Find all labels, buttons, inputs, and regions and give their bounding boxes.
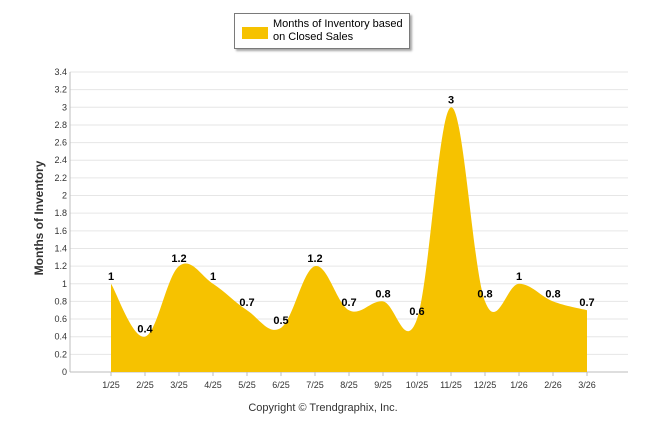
x-tick-label: 9/25	[374, 380, 392, 390]
x-tick-label: 10/25	[406, 380, 429, 390]
y-axis-label: Months of Inventory	[32, 160, 46, 275]
data-label: 1.2	[307, 253, 322, 265]
series-area	[110, 107, 588, 372]
data-label: 0.8	[545, 288, 560, 300]
legend: Months of Inventory based on Closed Sale…	[234, 13, 410, 49]
data-label: 0.7	[579, 297, 594, 309]
y-tick-label: 1.2	[54, 261, 67, 271]
data-label: 1.2	[171, 253, 186, 265]
x-tick-label: 11/25	[440, 380, 462, 390]
data-label: 0.8	[477, 288, 492, 300]
y-tick-label: 1	[62, 279, 67, 289]
x-tick-label: 7/25	[306, 380, 324, 390]
y-tick-label: 0.6	[54, 314, 67, 324]
y-tick-label: 2.4	[54, 155, 67, 165]
x-tick-label: 8/25	[340, 380, 358, 390]
y-tick-label: 3.4	[54, 67, 67, 77]
gridlines	[69, 71, 628, 373]
area-fill	[111, 107, 587, 372]
x-tick-label: 3/26	[578, 380, 596, 390]
y-tick-label: 1.4	[54, 243, 67, 253]
data-label: 0.8	[375, 288, 390, 300]
y-axis-ticks: 0 0.2 0.4 0.6 0.8 1 1.2 1.4 1.6 1.8 2 2.2 2.4 2.6 2.8 3…	[54, 67, 67, 377]
x-tick-label: 1/25	[102, 380, 120, 390]
legend-label: Months of Inventory based on Closed Sale…	[273, 18, 403, 43]
data-label: 0.5	[273, 315, 288, 327]
y-tick-label: 1.8	[54, 208, 67, 218]
y-tick-label: 3.2	[54, 85, 67, 95]
y-tick-label: 1.6	[54, 226, 67, 236]
x-tick-label: 12/25	[474, 380, 497, 390]
legend-swatch	[242, 27, 268, 39]
x-tick-label: 2/25	[136, 380, 154, 390]
y-tick-label: 0.4	[54, 332, 67, 342]
x-tick-label: 6/25	[272, 380, 290, 390]
data-label: 0.6	[409, 306, 424, 318]
data-label: 3	[448, 94, 454, 106]
y-tick-label: 0	[62, 367, 67, 377]
y-tick-label: 0.2	[54, 349, 67, 359]
data-label: 1	[516, 271, 522, 283]
copyright-text: Copyright © Trendgraphix, Inc.	[248, 402, 398, 414]
y-tick-label: 0.8	[54, 296, 67, 306]
y-tick-label: 2	[62, 191, 67, 201]
data-labels: 1 0.4 1.2 1 0.7 0.5 1.2 0.7 0.8 0.6 3 0.8 1 0.8 0.7	[108, 94, 595, 335]
x-tick-label: 1/26	[510, 380, 528, 390]
x-tick-label: 4/25	[204, 380, 222, 390]
y-tick-label: 2.6	[54, 138, 67, 148]
data-label: 0.7	[341, 297, 356, 309]
data-label: 1	[108, 271, 114, 283]
y-tick-label: 2.2	[54, 173, 67, 183]
data-label: 0.4	[137, 324, 153, 336]
x-tick-label: 3/25	[170, 380, 188, 390]
x-tick-label: 2/26	[544, 380, 562, 390]
data-label: 1	[210, 271, 216, 283]
data-label: 0.7	[239, 297, 254, 309]
y-tick-label: 2.8	[54, 120, 67, 130]
x-axis-ticks: 1/25 2/25 3/25 4/25 5/25 6/25 7/25 8/25 9/25 10/2…	[102, 372, 596, 390]
y-tick-label: 3	[62, 102, 67, 112]
x-tick-label: 5/25	[238, 380, 256, 390]
